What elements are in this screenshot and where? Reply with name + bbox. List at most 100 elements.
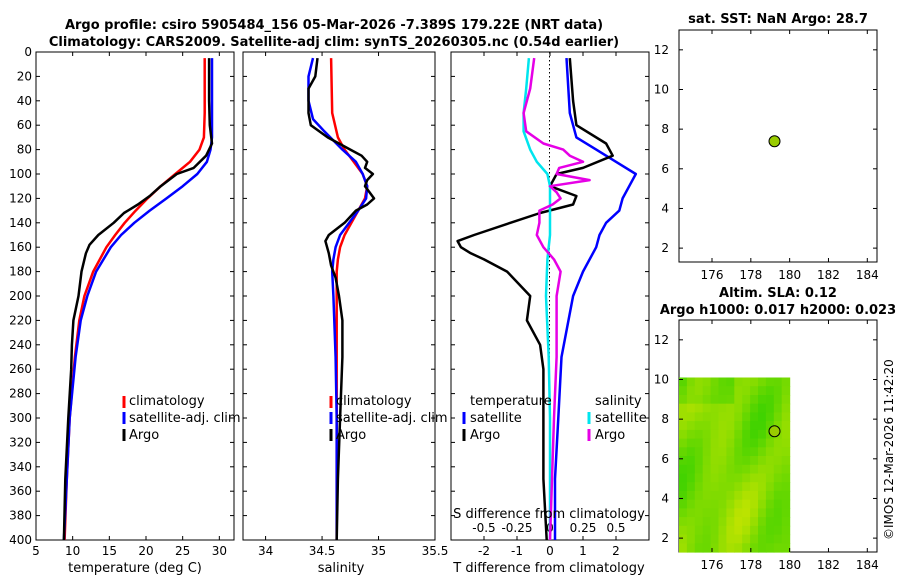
- sla-field-cell: [686, 482, 696, 492]
- sla-field-cell: [773, 482, 783, 492]
- sla-field-cell: [710, 517, 720, 527]
- s-diff-tick-label: 0.5: [606, 521, 625, 535]
- sla-field-cell: [718, 525, 727, 536]
- legend-label-argo: Argo: [336, 428, 366, 443]
- y-tick-label: 380: [9, 509, 32, 523]
- sla-field-cell: [726, 543, 735, 553]
- sla-field-cell: [679, 395, 688, 405]
- sla-field-cell: [679, 447, 688, 457]
- sla-field-cell: [758, 464, 767, 475]
- sla-field-cell: [765, 464, 775, 475]
- sla-field-cell: [781, 464, 791, 475]
- sla-field-cell: [702, 429, 712, 440]
- sla-field-cell: [742, 421, 751, 431]
- sla-field-cell: [702, 438, 712, 448]
- legend-heading-temperature: temperature: [470, 394, 552, 409]
- map-y-tick-label: 12: [654, 43, 669, 57]
- sla-field-cell: [686, 386, 696, 396]
- legend-label-satellite: satellite-adj. clim: [336, 411, 448, 426]
- sla-field-cell: [702, 490, 712, 501]
- y-tick-label: 100: [9, 167, 32, 181]
- sla-field-cell: [750, 456, 759, 466]
- sla-field-cell: [726, 377, 735, 387]
- sla-field-cell: [726, 438, 735, 448]
- x-tick-label: 34.5: [309, 544, 336, 558]
- sla-field-cell: [702, 386, 712, 396]
- sla-field-cell: [750, 525, 759, 536]
- sla-field-cell: [694, 490, 704, 501]
- sla-field-cell: [781, 525, 791, 536]
- sla-field-cell: [765, 499, 775, 509]
- sla-field-cell: [694, 403, 704, 413]
- sla-field-cell: [781, 429, 791, 440]
- sla-field-cell: [758, 403, 767, 413]
- sla-field-cell: [710, 525, 720, 536]
- sla-field-cell: [758, 508, 767, 518]
- sla-field-cell: [750, 438, 759, 448]
- sla-field-cell: [734, 447, 743, 457]
- sla-field-cell: [686, 490, 696, 501]
- legend-label-climatology: climatology: [336, 394, 412, 409]
- sla-field-cell: [726, 386, 735, 396]
- sla-field-cell: [765, 447, 775, 457]
- sla-field-cell: [679, 543, 688, 553]
- sla-field-cell: [781, 438, 791, 448]
- x-tick-label: -2: [478, 544, 490, 558]
- sla-field-cell: [726, 456, 735, 466]
- sla-field-cell: [742, 543, 751, 553]
- imos-watermark: ©IMOS 12-Mar-2026 11:42:20: [882, 359, 896, 540]
- sla-field-cell: [773, 464, 783, 475]
- sla-field-cell: [758, 421, 767, 431]
- sla-field-cell: [726, 421, 735, 431]
- sla-field-cell: [765, 525, 775, 536]
- sla-field-cell: [702, 421, 712, 431]
- sla-field-cell: [758, 429, 767, 440]
- sla-field-cell: [781, 395, 791, 405]
- sst-map-axes-box: [678, 29, 878, 263]
- sla-field-cell: [679, 386, 688, 396]
- sla-field-cell: [718, 464, 727, 475]
- sla-field-cell: [694, 412, 704, 422]
- sla-field-cell: [726, 464, 735, 475]
- legend-label-t-satellite: satellite: [470, 411, 522, 426]
- x-tick-label: 35: [371, 544, 386, 558]
- sla-field-cell: [781, 403, 791, 413]
- sla-field-cell: [686, 473, 696, 483]
- sla-field-cell: [742, 438, 751, 448]
- sla-field-cell: [758, 438, 767, 448]
- sla-field-cell: [758, 543, 767, 553]
- legend-label-t-argo: Argo: [470, 428, 500, 443]
- sla-field-cell: [750, 499, 759, 509]
- sla-field-cell: [734, 395, 743, 405]
- salinity-legend: climatology satellite-adj. clim Argo: [329, 394, 448, 443]
- sla-field-cell: [765, 438, 775, 448]
- legend-label-satellite: satellite-adj. clim: [129, 411, 241, 426]
- difference-panel: -2 -1 0 1 2-0.5 -0.25 0 0.25 0.5 T difference fr…: [450, 51, 650, 576]
- sla-field-cell: [686, 525, 696, 536]
- map-x-tick-label: 184: [856, 558, 879, 572]
- sla-field-cell: [710, 543, 720, 553]
- sla-field-cell: [734, 412, 743, 422]
- sla-field-cell: [750, 517, 759, 527]
- sla-field-cell: [694, 534, 704, 544]
- x-tick-label: -1: [511, 544, 523, 558]
- sla-field-cell: [694, 543, 704, 553]
- sla-field-cell: [718, 456, 727, 466]
- sla-field-cell: [773, 517, 783, 527]
- sla-field-cell: [710, 429, 720, 440]
- sla-field-cell: [734, 464, 743, 475]
- sla-field-cell: [734, 525, 743, 536]
- sla-field-cell: [781, 456, 791, 466]
- sla-field-cell: [773, 543, 783, 553]
- sla-field-cell: [718, 534, 727, 544]
- argo-position-marker: [768, 135, 781, 148]
- sla-field-cell: [679, 377, 688, 387]
- map-x-tick-label: 178: [739, 558, 762, 572]
- sla-field-cell: [742, 525, 751, 536]
- sla-field-cell: [734, 517, 743, 527]
- y-tick-label: 200: [9, 289, 32, 303]
- temperature-legend: climatology satellite-adj. clim Argo: [122, 394, 241, 443]
- sla-field-cell: [750, 543, 759, 553]
- sla-field-cell: [686, 395, 696, 405]
- y-tick-label: 60: [17, 118, 32, 132]
